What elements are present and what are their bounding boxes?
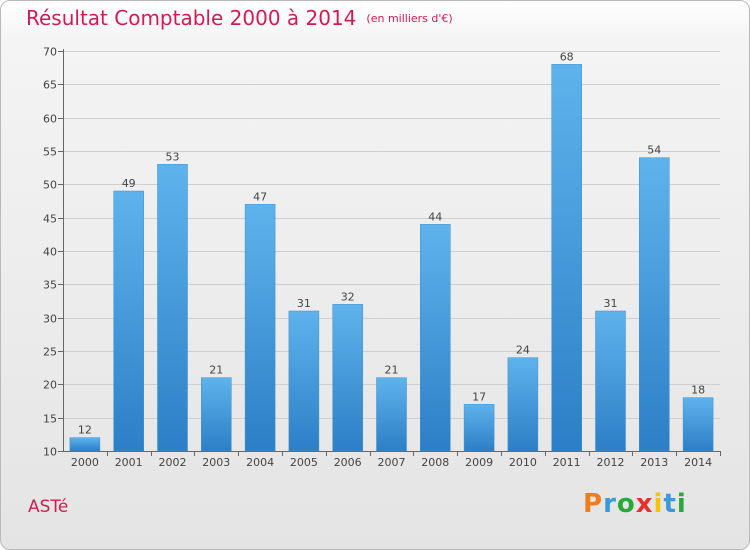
x-tick-label-2004: 2004 (246, 456, 274, 469)
data-label-2011: 68 (560, 50, 574, 63)
y-tick-label: 40 (43, 246, 57, 259)
logo-letter: i (653, 489, 664, 519)
bar-2014 (682, 397, 714, 452)
bar-2005 (288, 310, 320, 452)
x-tick-label-2012: 2012 (597, 456, 625, 469)
x-tick-label-2007: 2007 (378, 456, 406, 469)
x-tick-label-2010: 2010 (509, 456, 537, 469)
data-label-2007: 21 (385, 364, 399, 377)
x-tick-label-2000: 2000 (71, 456, 99, 469)
logo-letter: x (635, 489, 654, 519)
chart-title: Résultat Comptable 2000 à 2014 (en millie… (26, 6, 453, 30)
y-tick-label: 45 (43, 213, 57, 226)
data-label-2003: 21 (209, 364, 223, 377)
bar-2008 (420, 224, 451, 452)
y-tick-label: 35 (43, 279, 57, 292)
y-tick-label: 50 (43, 179, 57, 192)
bar-2004 (244, 204, 276, 452)
bar-2013 (639, 157, 670, 452)
y-tick-label: 15 (43, 413, 57, 426)
data-labels: 12 49 53 21 47 31 32 21 44 17 24 68 31 54 18 (78, 50, 705, 436)
data-label-2001: 49 (122, 177, 136, 190)
data-label-2002: 53 (166, 150, 180, 163)
logo-letter: i (676, 489, 687, 519)
logo-letter: r (603, 489, 617, 519)
title-unit: (en milliers d'€) (366, 12, 453, 25)
data-label-2000: 12 (78, 424, 92, 437)
x-tick-label-2003: 2003 (202, 456, 230, 469)
data-label-2005: 31 (297, 297, 311, 310)
bars (69, 64, 714, 452)
bar-2012 (595, 310, 626, 452)
y-tick-label: 20 (43, 379, 57, 392)
title-text: Résultat Comptable 2000 à 2014 (26, 6, 357, 30)
bar-2011 (551, 64, 582, 452)
bar-2006 (332, 304, 363, 452)
bar-2007 (376, 377, 407, 452)
data-label-2006: 32 (341, 290, 355, 303)
x-tick-label-2006: 2006 (334, 456, 362, 469)
y-tick-label: 60 (43, 113, 57, 126)
x-tick-label-2013: 2013 (640, 456, 668, 469)
y-tick-label: 30 (43, 313, 57, 326)
y-tick-label: 55 (43, 146, 57, 159)
bar-2009 (463, 404, 495, 452)
x-tick-label-2009: 2009 (465, 456, 493, 469)
x-tick-label-2001: 2001 (115, 456, 143, 469)
bar-2000 (69, 437, 101, 452)
logo-letter: o (616, 489, 636, 519)
logo-letter: P (583, 489, 604, 519)
data-label-2014: 18 (691, 384, 705, 397)
data-label-2010: 24 (516, 344, 530, 357)
data-label-2013: 54 (647, 144, 661, 157)
y-tick-label: 65 (43, 79, 57, 92)
x-tick-label-2014: 2014 (684, 456, 712, 469)
x-tick-label-2002: 2002 (159, 456, 187, 469)
data-label-2012: 31 (604, 297, 618, 310)
x-tick-labels: 2000 2001 2002 2003 2004 2005 2006 2007 2008 2009… (71, 456, 712, 469)
y-tick-labels: 10 15 20 25 30 35 40 45 50 55 60 65 70 (43, 46, 57, 459)
data-label-2004: 47 (253, 190, 267, 203)
x-tick-label-2011: 2011 (553, 456, 581, 469)
bar-2003 (201, 377, 232, 452)
bar-2001 (113, 190, 144, 452)
data-label-2008: 44 (428, 210, 442, 223)
y-tick-label: 25 (43, 346, 57, 359)
x-tick-label-2005: 2005 (290, 456, 318, 469)
x-tick-label-2008: 2008 (421, 456, 449, 469)
bar-2002 (157, 164, 188, 452)
y-tick-label: 10 (43, 446, 57, 459)
logo-letter: t (663, 489, 677, 519)
data-label-2009: 17 (472, 390, 486, 403)
commune-name: ASTé (28, 497, 69, 517)
bar-2010 (507, 357, 539, 452)
proxiti-logo: Proxiti (583, 489, 687, 519)
y-tick-label: 70 (43, 46, 57, 59)
axes (58, 49, 721, 456)
